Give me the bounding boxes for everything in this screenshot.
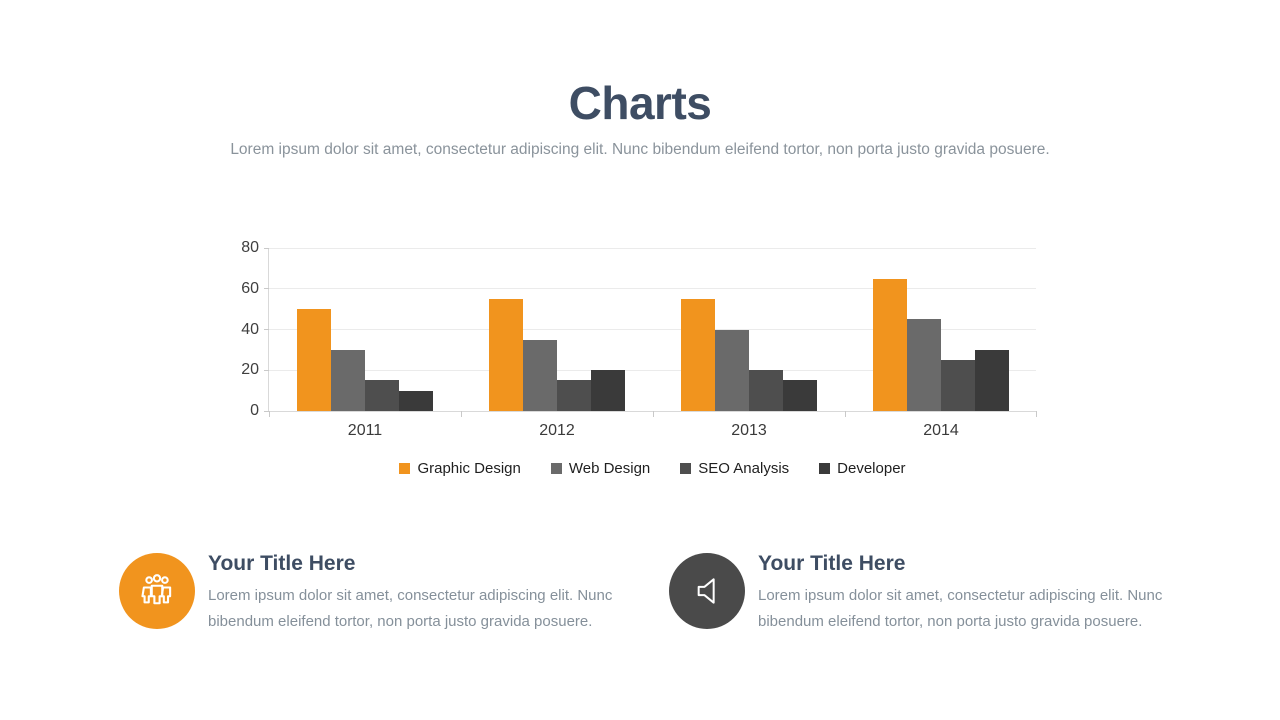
legend-item-seo-analysis: SEO Analysis: [680, 460, 789, 477]
legend-swatch-seo-analysis: [680, 463, 692, 474]
bar-chart-plot: 0 20 40 60 80 2011 2012 2013 2014 Graphic Design W…: [241, 240, 1037, 477]
legend-label: SEO Analysis: [698, 460, 790, 477]
y-axis-tick: [264, 247, 269, 249]
bar-group-2013: [653, 249, 845, 411]
feature-text-right: Your Title Here Lorem ipsum dolor sit am…: [758, 552, 1170, 634]
gridline: [269, 288, 1036, 290]
y-axis-tick: [264, 369, 269, 371]
x-axis-label: 2013: [731, 422, 767, 439]
chart-legend: Graphic Design Web Design SEO Analysis Deve…: [269, 460, 1036, 477]
bar-web-design: [331, 349, 365, 411]
feature-text-left: Your Title Here Lorem ipsum dolor sit am…: [208, 552, 620, 634]
x-axis-label: 2014: [923, 422, 959, 439]
gridline: [269, 369, 1036, 371]
y-axis-label: 0: [250, 402, 259, 419]
x-axis-tick: [845, 411, 846, 417]
bar-seo-analysis: [749, 370, 783, 411]
feature-title: Your Title Here: [758, 552, 906, 575]
feature-title: Your Title Here: [208, 552, 356, 575]
bar-graphic-design: [681, 298, 715, 411]
feature-body: Lorem ipsum dolor sit amet, consectetur …: [758, 587, 1163, 630]
page-subtitle: Lorem ipsum dolor sit amet, consectetur …: [230, 141, 1050, 158]
legend-label: Developer: [837, 460, 906, 477]
y-axis-tick: [264, 288, 269, 290]
legend-item-developer: Developer: [819, 460, 906, 477]
feature-body: Lorem ipsum dolor sit amet, consectetur …: [208, 587, 613, 630]
bar-graphic-design: [873, 278, 907, 411]
x-axis-tick: [1036, 411, 1037, 417]
bar-seo-analysis: [557, 380, 591, 411]
x-axis-tick: [269, 411, 270, 417]
bar-seo-analysis: [365, 380, 399, 411]
bar-graphic-design: [489, 298, 523, 411]
y-axis-label: 80: [241, 239, 259, 256]
y-axis-label: 40: [241, 320, 259, 338]
x-axis-tick: [461, 411, 462, 417]
gridline: [269, 329, 1036, 330]
x-axis-tick: [653, 411, 654, 417]
y-axis-tick: [264, 329, 269, 330]
people-icon: [119, 553, 195, 629]
y-axis-tick: [264, 410, 269, 412]
speaker-icon: [669, 553, 745, 629]
bar-developer: [591, 370, 625, 411]
bar-group-2014: [845, 249, 1037, 411]
bar-developer: [975, 349, 1009, 411]
bar-group-2011: [269, 249, 461, 411]
page-title: Charts: [568, 77, 712, 129]
bar-developer: [399, 390, 433, 411]
legend-swatch-graphic-design: [399, 463, 411, 474]
y-axis-label: 60: [241, 279, 259, 297]
y-axis-label: 20: [241, 361, 259, 379]
bar-web-design: [523, 339, 557, 411]
legend-item-web-design: Web Design: [550, 460, 651, 477]
x-axis-label: 2011: [347, 422, 383, 439]
x-axis-label: 2012: [539, 422, 575, 439]
legend-item-graphic-design: Graphic Design: [399, 460, 521, 477]
legend-label: Web Design: [568, 460, 651, 477]
bar-seo-analysis: [941, 360, 975, 411]
bar-developer: [783, 380, 817, 411]
bar-web-design: [907, 319, 941, 411]
legend-swatch-developer: [819, 463, 831, 474]
legend-swatch-web-design: [550, 463, 562, 474]
legend-label: Graphic Design: [417, 460, 521, 477]
bar-group-2012: [461, 249, 653, 411]
gridline: [269, 247, 1036, 249]
bar-web-design: [715, 329, 749, 411]
bar-graphic-design: [297, 309, 331, 411]
